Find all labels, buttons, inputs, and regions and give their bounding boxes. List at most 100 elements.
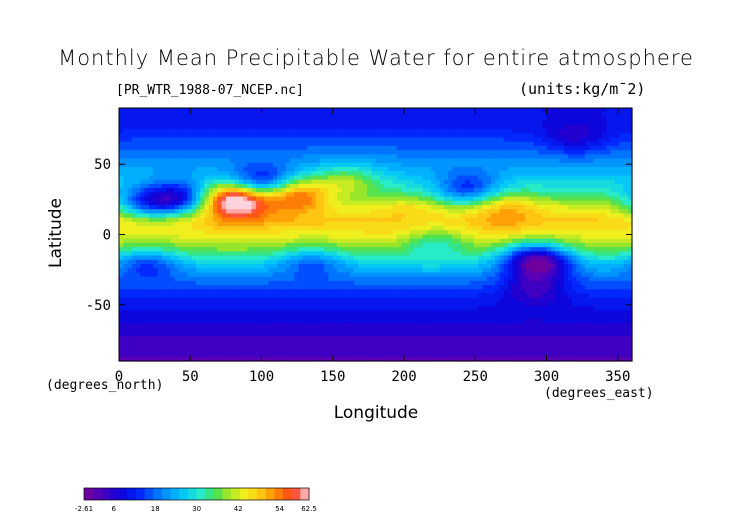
heatmap-cell	[311, 204, 317, 210]
heatmap-cell	[593, 247, 599, 252]
heatmap-cell	[597, 183, 603, 189]
heatmap-cell	[204, 188, 210, 193]
heatmap-cell	[174, 112, 180, 118]
heatmap-cell	[298, 171, 304, 177]
heatmap-cell	[251, 276, 257, 282]
heatmap-cell	[405, 116, 411, 122]
heatmap-cell	[409, 167, 415, 172]
heatmap-cell	[217, 280, 223, 286]
heatmap-cell	[371, 133, 377, 139]
heatmap-cell	[247, 175, 253, 181]
heatmap-cell	[435, 145, 441, 151]
heatmap-cell	[542, 251, 548, 257]
heatmap-cell	[623, 129, 629, 134]
heatmap-cell	[418, 213, 424, 219]
heatmap-cell	[589, 154, 595, 160]
heatmap-cell	[264, 280, 270, 286]
heatmap-cell	[264, 200, 270, 206]
heatmap-cell	[166, 264, 171, 269]
heatmap-cell	[195, 154, 201, 160]
heatmap-cell	[294, 217, 300, 223]
heatmap-cell	[418, 217, 424, 223]
heatmap-cell	[157, 179, 163, 185]
heatmap-cell	[200, 251, 206, 257]
heatmap-cell	[516, 238, 522, 244]
heatmap-cell	[174, 234, 180, 240]
heatmap-cell	[277, 188, 283, 193]
heatmap-cell	[264, 272, 270, 278]
heatmap-cell	[234, 238, 240, 244]
heatmap-cell	[418, 230, 424, 236]
heatmap-cell	[119, 272, 124, 278]
heatmap-cell	[512, 238, 518, 244]
heatmap-cell	[520, 276, 526, 282]
heatmap-cell	[473, 116, 479, 122]
heatmap-cell	[388, 204, 394, 210]
heatmap-cell	[157, 167, 163, 172]
heatmap-cell	[529, 183, 535, 189]
heatmap-cell	[529, 276, 535, 282]
heatmap-cell	[319, 264, 325, 269]
heatmap-cell	[512, 251, 518, 257]
heatmap-cell	[281, 238, 287, 244]
heatmap-cell	[153, 124, 159, 130]
heatmap-cell	[619, 264, 625, 269]
heatmap-cell	[260, 251, 265, 257]
heatmap-cell	[602, 124, 607, 130]
heatmap-cell	[606, 200, 612, 206]
heatmap-cell	[161, 213, 167, 219]
heatmap-cell	[123, 209, 129, 215]
heatmap-cell	[533, 158, 539, 164]
heatmap-cell	[610, 141, 616, 147]
heatmap-cell	[461, 112, 466, 118]
heatmap-cell	[490, 124, 496, 130]
heatmap-cell	[572, 264, 578, 269]
heatmap-cell	[593, 188, 599, 193]
heatmap-cell	[495, 192, 501, 198]
heatmap-cell	[465, 192, 471, 198]
heatmap-cell	[298, 133, 304, 139]
heatmap-cell	[208, 255, 214, 261]
heatmap-cell	[358, 108, 364, 113]
heatmap-cell	[563, 247, 569, 252]
heatmap-cell	[268, 196, 274, 202]
heatmap-cell	[195, 179, 201, 185]
heatmap-cell	[542, 259, 548, 265]
heatmap-cell	[375, 238, 381, 244]
heatmap-cell	[337, 145, 342, 151]
heatmap-cell	[623, 276, 629, 282]
heatmap-cell	[144, 124, 150, 130]
heatmap-cell	[379, 217, 385, 223]
heatmap-cell	[371, 192, 377, 198]
heatmap-cell	[277, 196, 283, 202]
heatmap-cell	[294, 209, 300, 215]
heatmap-cell	[247, 251, 253, 257]
heatmap-cell	[401, 280, 407, 286]
heatmap-cell	[503, 242, 509, 248]
heatmap-cell	[478, 141, 483, 147]
heatmap-cell	[148, 150, 154, 155]
heatmap-cell	[290, 251, 295, 257]
heatmap-cell	[478, 120, 483, 126]
heatmap-cell	[242, 221, 248, 227]
heatmap-cell	[443, 175, 449, 181]
heatmap-cell	[572, 221, 578, 227]
heatmap-cell	[533, 150, 539, 155]
heatmap-cell	[602, 171, 607, 177]
heatmap-cell	[315, 183, 321, 189]
heatmap-cell	[495, 259, 501, 265]
heatmap-cell	[426, 268, 432, 274]
heatmap-cell	[358, 124, 364, 130]
heatmap-cell	[443, 120, 449, 126]
heatmap-cell	[461, 158, 466, 164]
heatmap-cell	[208, 251, 214, 257]
heatmap-cell	[580, 116, 586, 122]
heatmap-cell	[234, 280, 240, 286]
heatmap-cell	[144, 230, 150, 236]
heatmap-cell	[277, 259, 283, 265]
heatmap-cell	[572, 192, 578, 198]
heatmap-cell	[345, 272, 351, 278]
heatmap-cell	[264, 196, 270, 202]
heatmap-cell	[217, 141, 223, 147]
heatmap-cell	[260, 196, 265, 202]
